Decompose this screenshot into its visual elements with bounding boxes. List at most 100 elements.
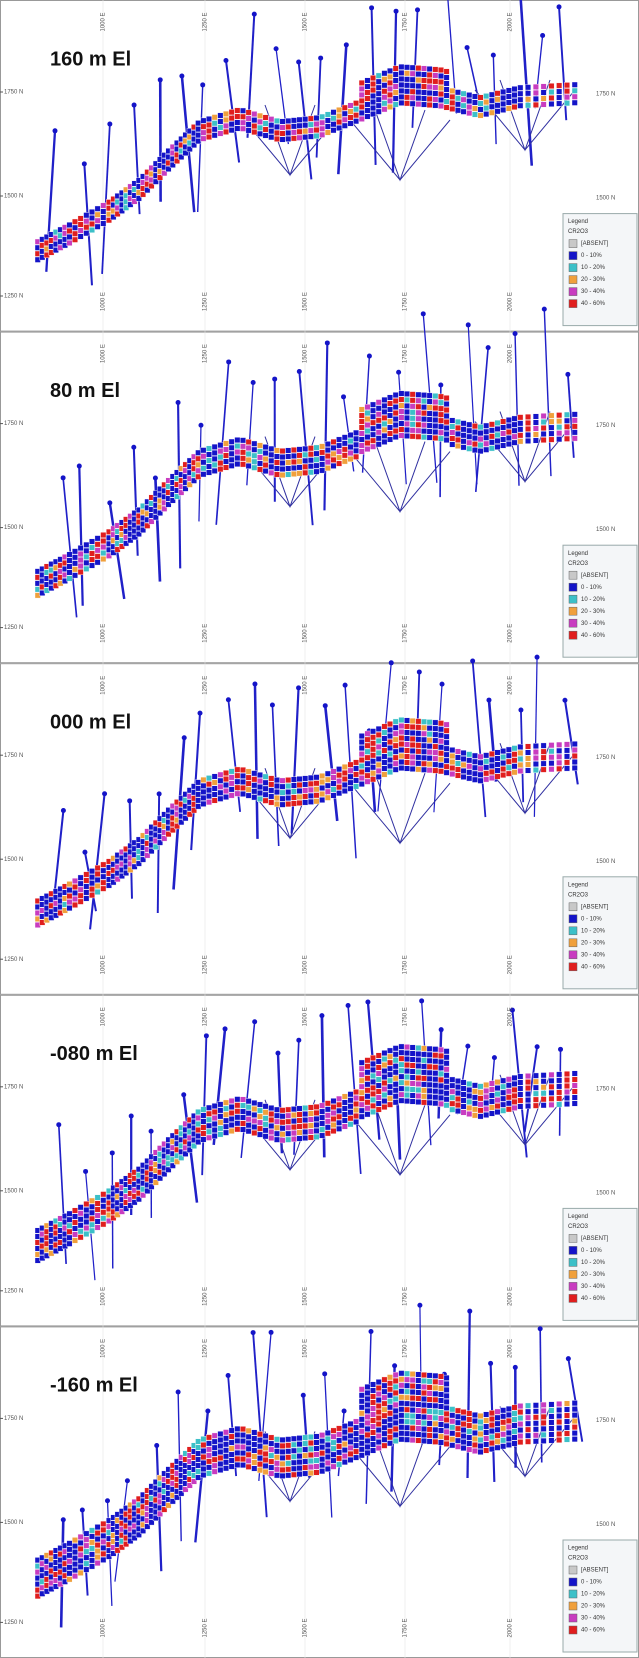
ore-block <box>443 769 450 776</box>
ore-block <box>571 1088 578 1095</box>
ore-block <box>370 431 377 438</box>
drillhole-collar <box>419 998 425 1004</box>
ore-block <box>83 1548 90 1555</box>
easting-label-top: 1000 E <box>101 676 107 695</box>
ore-block <box>94 876 101 883</box>
ore-block <box>511 745 518 752</box>
ore-block <box>511 98 518 105</box>
ore-block <box>415 1056 422 1063</box>
ore-block <box>477 106 484 113</box>
ore-block <box>302 781 309 788</box>
ore-block <box>152 843 159 850</box>
ore-block <box>144 522 151 529</box>
ore-block <box>415 1092 422 1099</box>
ore-block <box>94 1548 101 1555</box>
legend-label: 40 - 60% <box>581 1296 606 1302</box>
easting-label-top: 2000 E <box>508 676 514 695</box>
ore-block <box>223 1129 229 1136</box>
drillhole-collar <box>197 710 203 716</box>
ore-block <box>494 1079 501 1086</box>
ore-block <box>195 461 202 468</box>
ore-block <box>471 429 478 436</box>
ore-block <box>505 1441 512 1448</box>
ore-block <box>313 462 320 469</box>
ore-block <box>505 1100 512 1107</box>
ore-block <box>494 1408 501 1415</box>
ore-block <box>324 1447 331 1454</box>
ore-block <box>409 1074 416 1081</box>
ore-block <box>556 82 563 89</box>
ore-block <box>262 1121 269 1128</box>
ore-block <box>421 434 427 441</box>
ore-block <box>206 781 212 788</box>
ore-block <box>94 211 101 218</box>
ore-block <box>330 774 337 781</box>
ore-block <box>375 108 382 115</box>
easting-label-top: 1250 E <box>203 676 209 695</box>
ore-block <box>302 1123 309 1129</box>
ore-block <box>296 788 303 794</box>
ore-block <box>144 187 151 194</box>
ore-block <box>370 1096 377 1103</box>
ore-block <box>347 1444 354 1451</box>
ore-block <box>387 757 394 764</box>
drillhole-collar <box>296 59 302 65</box>
ore-block <box>426 1069 433 1076</box>
ore-block <box>123 870 130 876</box>
ore-block <box>296 452 303 459</box>
ore-block <box>358 418 365 425</box>
ore-block <box>375 72 382 79</box>
ore-block <box>443 1054 450 1061</box>
ore-block <box>548 1071 555 1078</box>
ore-block <box>409 70 416 77</box>
ore-block <box>223 440 229 447</box>
ore-block <box>364 101 371 108</box>
ore-block <box>228 1128 235 1134</box>
ore-block <box>223 128 229 135</box>
ore-block <box>477 753 484 760</box>
ore-block <box>488 1110 495 1117</box>
ore-block <box>460 767 467 774</box>
ore-block <box>415 1383 422 1390</box>
ore-block <box>409 1437 416 1444</box>
ore-block <box>234 1431 241 1438</box>
ore-block <box>517 96 524 103</box>
ore-block <box>245 121 252 128</box>
ore-block <box>381 1406 388 1413</box>
ore-block <box>191 807 197 814</box>
ore-block <box>223 1465 229 1472</box>
ore-block <box>375 1058 382 1065</box>
ore-block <box>319 1444 326 1451</box>
drillhole-collar <box>107 500 113 506</box>
northing-label: 1250 N <box>4 294 23 300</box>
ore-block <box>217 112 224 119</box>
drillhole-collar <box>565 1356 571 1362</box>
easting-label-bottom: 1250 E <box>203 955 209 974</box>
ore-block <box>409 64 416 71</box>
ore-block <box>66 1552 73 1559</box>
northing-label: 1500 N <box>4 857 23 863</box>
ore-block <box>466 1416 473 1423</box>
ore-block <box>182 1486 189 1493</box>
ore-block <box>358 1428 365 1435</box>
ore-block <box>358 1101 365 1108</box>
ore-block <box>370 1072 377 1079</box>
ore-block <box>217 1125 224 1132</box>
ore-block <box>358 448 365 455</box>
ore-block <box>165 166 172 172</box>
ore-block <box>387 1392 394 1399</box>
northing-label: 1500 N <box>4 194 23 200</box>
ore-block <box>273 123 280 130</box>
ore-block <box>426 1075 433 1082</box>
ore-block <box>398 1085 405 1092</box>
ore-block <box>234 449 241 456</box>
drillhole-collar <box>417 1302 423 1308</box>
ore-block <box>449 1088 456 1095</box>
ore-block <box>290 1453 297 1460</box>
ore-block <box>290 794 297 801</box>
ore-block <box>358 79 365 86</box>
legend-label: 30 - 40% <box>581 1616 606 1622</box>
ore-block <box>488 1098 495 1105</box>
ore-block <box>307 133 314 140</box>
ore-block <box>257 1131 263 1138</box>
